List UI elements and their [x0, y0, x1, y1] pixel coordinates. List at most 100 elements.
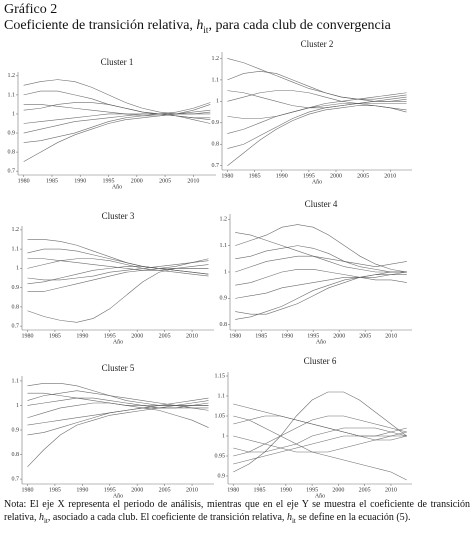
series-line — [27, 402, 209, 428]
x-tick-label: 1990 — [281, 333, 293, 339]
note-text: se define en la ecuación (5). — [295, 512, 411, 523]
series-line — [233, 391, 407, 473]
series-line — [233, 415, 407, 457]
series-line — [27, 397, 209, 409]
x-tick-label: 2010 — [385, 333, 397, 339]
series-line — [23, 79, 211, 115]
panel-title: Cluster 1 — [101, 57, 134, 67]
series-line — [23, 109, 211, 134]
series-line — [27, 383, 209, 406]
x-tick-label: 2010 — [186, 487, 198, 493]
note-symbol: h — [38, 512, 44, 523]
series-line — [227, 103, 407, 149]
y-tick-label: 1 — [16, 403, 19, 409]
y-tick-label: 0.9 — [12, 285, 20, 291]
subtitle-subscript: it — [203, 24, 209, 35]
figure-subtitle: Coeficiente de transición relativa, hit,… — [4, 18, 391, 38]
x-tick-label: 1990 — [280, 487, 292, 493]
series-line — [233, 427, 407, 453]
subtitle-text: , para cada club de convergencia — [208, 18, 391, 33]
y-tick-label: 1.2 — [220, 217, 228, 223]
x-tick-label: 2005 — [357, 173, 369, 179]
x-tick-label: 2005 — [359, 487, 371, 493]
x-tick-label: 1980 — [18, 178, 30, 184]
panel-title: Cluster 4 — [305, 199, 338, 209]
x-tick-label: 1985 — [249, 173, 261, 179]
x-tick-label: 2010 — [187, 178, 199, 184]
x-tick-label: 1985 — [255, 333, 267, 339]
note-subscript: it — [43, 517, 48, 525]
y-tick-label: 1 — [16, 266, 19, 272]
series-line — [23, 111, 211, 162]
x-tick-label: 1985 — [49, 487, 61, 493]
series-line — [233, 431, 407, 453]
x-tick-label: 1990 — [276, 173, 288, 179]
x-tick-label: 2000 — [333, 333, 345, 339]
series-line — [235, 269, 407, 286]
y-tick-label: 0.8 — [12, 452, 20, 458]
panel-title: Cluster 3 — [102, 211, 135, 221]
series-line — [235, 255, 407, 273]
y-tick-label: 0.8 — [12, 304, 20, 310]
x-axis-label: Año — [312, 179, 322, 185]
note: Nota: El eje X representa el periodo de … — [4, 498, 470, 528]
x-axis-label: Año — [112, 184, 122, 190]
y-tick-label: 1.05 — [215, 413, 226, 419]
subtitle-text: Coeficiente de transición relativa, — [4, 18, 197, 33]
x-axis-label: Año — [315, 493, 325, 498]
series-line — [23, 102, 211, 119]
series-line — [233, 415, 407, 481]
y-tick-label: 1.1 — [8, 92, 16, 98]
x-tick-label: 1995 — [303, 173, 315, 179]
y-tick-label: 1.2 — [8, 73, 16, 79]
x-tick-label: 1990 — [76, 333, 88, 339]
series-line — [23, 102, 211, 143]
y-tick-label: 0.9 — [220, 296, 228, 302]
series-line — [27, 390, 209, 411]
y-tick-label: 0.9 — [8, 130, 16, 136]
x-tick-label: 1995 — [307, 333, 319, 339]
y-tick-label: 1.2 — [212, 56, 220, 62]
series-line — [27, 392, 209, 406]
y-tick-label: 1 — [224, 269, 227, 275]
x-axis-label: Año — [113, 493, 123, 498]
x-axis-label: Año — [113, 339, 123, 345]
y-tick-label: 0.8 — [8, 149, 16, 155]
series-line — [227, 58, 407, 100]
x-tick-label: 1980 — [229, 333, 241, 339]
series-line — [235, 224, 407, 273]
x-axis-label: Año — [316, 339, 326, 345]
series-line — [27, 405, 209, 468]
series-line — [23, 104, 211, 117]
y-tick-label: 1 — [12, 111, 15, 117]
x-tick-label: 1980 — [21, 333, 33, 339]
series-line — [227, 98, 407, 134]
series-line — [235, 245, 407, 273]
x-tick-label: 1990 — [74, 178, 86, 184]
y-tick-label: 0.95 — [215, 453, 226, 459]
x-tick-label: 1985 — [46, 178, 58, 184]
series-line — [235, 271, 407, 315]
subtitle-symbol: h — [196, 18, 204, 33]
series-line — [233, 415, 407, 441]
note-text: , asociado a cada club. El coeficiente d… — [47, 512, 287, 523]
panel-title: Cluster 2 — [301, 39, 334, 49]
series-line — [235, 276, 407, 299]
x-tick-label: 2000 — [131, 487, 143, 493]
y-tick-label: 1.2 — [12, 227, 20, 233]
x-tick-label: 2005 — [159, 333, 171, 339]
series-line — [233, 427, 407, 465]
x-tick-label: 1980 — [221, 173, 233, 179]
y-tick-label: 0.7 — [8, 169, 16, 175]
x-tick-label: 1980 — [227, 487, 239, 493]
charts: Cluster 1 0.7 0.8 0.9 1 1.1 1.2 1980 1985 1990 199… — [8, 39, 412, 498]
y-tick-label: 1 — [222, 433, 225, 439]
series-line — [235, 232, 407, 273]
x-tick-label: 1995 — [104, 333, 116, 339]
x-tick-label: 2010 — [186, 333, 198, 339]
series-line — [227, 71, 407, 102]
y-tick-label: 1.1 — [212, 77, 220, 83]
series-line — [227, 90, 407, 113]
y-tick-label: 0.7 — [12, 324, 20, 330]
